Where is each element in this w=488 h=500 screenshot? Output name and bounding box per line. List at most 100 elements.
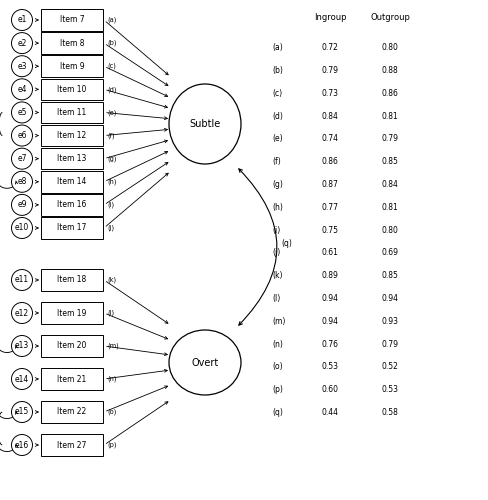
Text: e1: e1 <box>17 16 27 24</box>
Text: (j): (j) <box>107 225 114 231</box>
Text: (m): (m) <box>107 343 119 349</box>
Text: (g): (g) <box>107 156 116 162</box>
FancyBboxPatch shape <box>41 335 103 357</box>
FancyBboxPatch shape <box>41 217 103 239</box>
FancyBboxPatch shape <box>41 194 103 216</box>
Text: Subtle: Subtle <box>189 119 220 129</box>
Text: (l): (l) <box>271 294 280 303</box>
Text: 0.58: 0.58 <box>381 408 398 417</box>
Text: (o): (o) <box>271 362 282 372</box>
Text: Item 20: Item 20 <box>57 342 86 350</box>
Circle shape <box>12 79 32 100</box>
Text: (o): (o) <box>107 409 116 415</box>
Text: 0.85: 0.85 <box>381 271 398 280</box>
Text: (m): (m) <box>271 316 285 326</box>
Circle shape <box>12 302 32 324</box>
Text: (b): (b) <box>107 40 116 46</box>
Text: (g): (g) <box>271 180 282 189</box>
Text: Item 12: Item 12 <box>57 131 86 140</box>
Text: 0.60: 0.60 <box>321 385 338 394</box>
Text: Item 11: Item 11 <box>57 108 86 117</box>
Text: e15: e15 <box>15 408 29 416</box>
Circle shape <box>12 125 32 146</box>
Text: e6: e6 <box>17 131 27 140</box>
FancyBboxPatch shape <box>41 56 103 77</box>
Text: 0.69: 0.69 <box>381 248 398 258</box>
Text: (f): (f) <box>271 157 280 166</box>
Ellipse shape <box>169 84 241 164</box>
Text: 0.74: 0.74 <box>321 134 338 143</box>
Text: e13: e13 <box>15 342 29 350</box>
Circle shape <box>12 218 32 238</box>
Text: 0.81: 0.81 <box>381 112 398 120</box>
Text: (h): (h) <box>107 178 116 185</box>
Text: (n): (n) <box>107 376 116 382</box>
Text: 0.76: 0.76 <box>321 340 338 348</box>
Text: 0.81: 0.81 <box>381 202 398 211</box>
FancyBboxPatch shape <box>41 9 103 31</box>
Text: 0.84: 0.84 <box>321 112 338 120</box>
Circle shape <box>12 102 32 123</box>
Circle shape <box>12 56 32 76</box>
Text: Item 13: Item 13 <box>57 154 86 163</box>
Text: (c): (c) <box>271 88 282 98</box>
Text: Item 7: Item 7 <box>60 16 84 24</box>
Text: e7: e7 <box>17 154 27 163</box>
Ellipse shape <box>169 330 241 395</box>
Text: 0.87: 0.87 <box>321 180 338 189</box>
Text: (d): (d) <box>107 86 116 92</box>
Text: (e): (e) <box>271 134 282 143</box>
Text: 0.77: 0.77 <box>321 202 338 211</box>
Circle shape <box>12 10 32 30</box>
Text: e2: e2 <box>17 38 27 48</box>
Text: e9: e9 <box>17 200 27 209</box>
Text: e4: e4 <box>17 85 27 94</box>
Text: e10: e10 <box>15 224 29 232</box>
Text: e11: e11 <box>15 276 29 284</box>
Text: (a): (a) <box>271 43 282 52</box>
Text: 0.61: 0.61 <box>321 248 338 258</box>
Circle shape <box>12 402 32 422</box>
Text: 0.75: 0.75 <box>321 226 338 234</box>
Text: e16: e16 <box>15 440 29 450</box>
Text: 0.44: 0.44 <box>321 408 338 417</box>
Text: Overt: Overt <box>191 358 218 368</box>
Text: (q): (q) <box>271 408 282 417</box>
Text: (q): (q) <box>281 239 291 248</box>
Circle shape <box>12 32 32 54</box>
Text: e8: e8 <box>17 178 27 186</box>
FancyBboxPatch shape <box>41 269 103 290</box>
Text: 0.53: 0.53 <box>381 385 398 394</box>
Text: (b): (b) <box>271 66 282 75</box>
FancyBboxPatch shape <box>41 401 103 422</box>
Text: 0.79: 0.79 <box>381 340 398 348</box>
Text: 0.94: 0.94 <box>321 294 338 303</box>
Text: Ingroup: Ingroup <box>313 14 346 22</box>
Circle shape <box>12 336 32 356</box>
Text: 0.89: 0.89 <box>321 271 338 280</box>
Text: (k): (k) <box>107 276 116 283</box>
Text: Item 16: Item 16 <box>57 200 86 209</box>
Text: (d): (d) <box>271 112 282 120</box>
Text: Item 21: Item 21 <box>57 374 86 384</box>
Text: e5: e5 <box>17 108 27 117</box>
Text: (k): (k) <box>271 271 282 280</box>
Text: 0.79: 0.79 <box>381 134 398 143</box>
Text: Item 17: Item 17 <box>57 224 86 232</box>
Text: 0.84: 0.84 <box>381 180 398 189</box>
Text: Item 22: Item 22 <box>57 408 86 416</box>
Text: Item 27: Item 27 <box>57 440 86 450</box>
FancyBboxPatch shape <box>41 148 103 170</box>
Text: Item 8: Item 8 <box>60 38 84 48</box>
FancyBboxPatch shape <box>41 302 103 324</box>
Text: (n): (n) <box>271 340 282 348</box>
FancyBboxPatch shape <box>41 368 103 390</box>
Text: 0.86: 0.86 <box>381 88 398 98</box>
Text: (i): (i) <box>271 226 280 234</box>
FancyBboxPatch shape <box>41 434 103 456</box>
Text: Outgroup: Outgroup <box>369 14 409 22</box>
Text: 0.72: 0.72 <box>321 43 338 52</box>
Text: (h): (h) <box>271 202 282 211</box>
FancyBboxPatch shape <box>41 102 103 123</box>
Text: (l): (l) <box>107 310 114 316</box>
